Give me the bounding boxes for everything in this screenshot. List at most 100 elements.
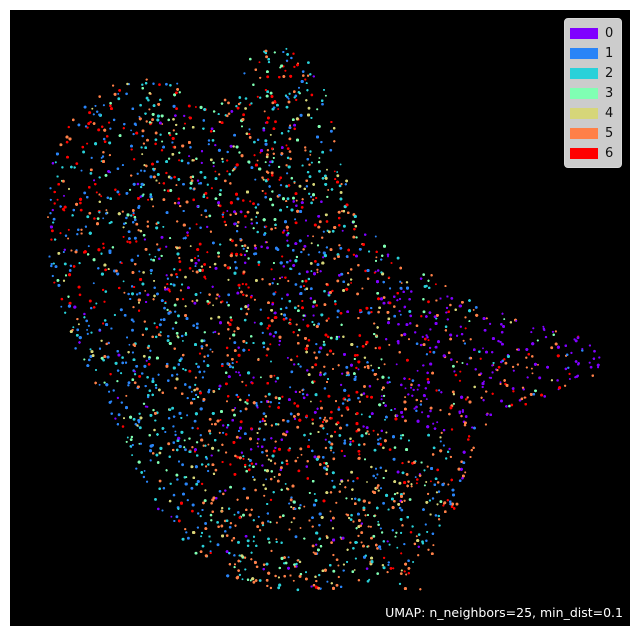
point-cluster-2	[63, 262, 67, 266]
point-cluster-1	[343, 441, 347, 445]
point-cluster-1	[49, 187, 52, 190]
point-cluster-1	[374, 477, 377, 479]
point-cluster-3	[233, 413, 236, 417]
point-cluster-0	[235, 371, 238, 373]
point-cluster-0	[421, 411, 424, 414]
point-cluster-5	[278, 515, 282, 519]
point-cluster-5	[337, 575, 340, 579]
point-cluster-3	[422, 310, 426, 314]
point-cluster-4	[126, 82, 129, 86]
point-cluster-2	[181, 339, 184, 342]
point-cluster-6	[53, 202, 56, 205]
point-cluster-4	[212, 304, 215, 307]
point-cluster-6	[446, 498, 450, 502]
point-cluster-0	[285, 233, 289, 237]
point-cluster-2	[342, 224, 346, 228]
point-cluster-5	[550, 346, 554, 350]
point-cluster-2	[154, 497, 157, 501]
point-cluster-6	[295, 98, 298, 102]
point-cluster-0	[253, 321, 256, 324]
point-cluster-0	[286, 293, 289, 297]
point-cluster-5	[222, 492, 225, 496]
point-cluster-6	[434, 283, 437, 286]
point-cluster-5	[254, 488, 257, 492]
point-cluster-6	[222, 211, 225, 214]
point-cluster-0	[289, 259, 292, 262]
point-cluster-1	[424, 523, 427, 526]
point-cluster-2	[147, 344, 151, 348]
point-cluster-5	[369, 525, 372, 528]
point-cluster-5	[300, 453, 303, 456]
point-cluster-1	[317, 350, 321, 354]
point-cluster-5	[191, 446, 194, 449]
point-cluster-6	[285, 462, 289, 466]
point-cluster-0	[212, 165, 215, 168]
point-cluster-5	[205, 343, 208, 347]
point-cluster-0	[395, 363, 398, 366]
point-cluster-1	[184, 448, 187, 452]
point-cluster-1	[261, 331, 264, 335]
point-cluster-1	[133, 122, 137, 126]
point-cluster-1	[432, 350, 436, 354]
point-cluster-1	[143, 169, 146, 173]
point-cluster-2	[138, 412, 141, 415]
point-cluster-6	[269, 498, 273, 502]
point-cluster-5	[400, 282, 403, 284]
point-cluster-0	[426, 414, 430, 418]
point-cluster-2	[241, 578, 244, 581]
point-cluster-2	[203, 176, 207, 179]
point-cluster-2	[183, 476, 187, 479]
point-cluster-2	[150, 272, 153, 275]
point-cluster-4	[377, 489, 380, 492]
point-cluster-3	[142, 402, 146, 406]
point-cluster-0	[243, 261, 247, 265]
point-cluster-6	[314, 260, 317, 263]
point-cluster-3	[183, 439, 186, 442]
point-cluster-3	[109, 101, 112, 105]
point-cluster-2	[350, 513, 353, 517]
point-cluster-1	[203, 370, 206, 373]
point-cluster-4	[326, 168, 328, 171]
point-cluster-1	[266, 520, 270, 523]
point-cluster-1	[202, 339, 206, 342]
point-cluster-5	[274, 227, 277, 230]
point-cluster-6	[319, 400, 322, 403]
point-cluster-6	[184, 122, 186, 125]
point-cluster-6	[245, 384, 248, 387]
point-cluster-2	[117, 97, 121, 101]
point-cluster-0	[448, 447, 451, 451]
point-cluster-3	[259, 376, 262, 379]
point-cluster-2	[148, 389, 152, 393]
point-cluster-4	[366, 481, 368, 483]
point-cluster-5	[133, 381, 137, 385]
point-cluster-2	[194, 383, 197, 386]
point-cluster-1	[301, 392, 305, 396]
point-cluster-2	[339, 163, 342, 166]
point-cluster-3	[271, 203, 275, 207]
point-cluster-6	[314, 363, 318, 367]
point-cluster-1	[299, 365, 302, 368]
point-cluster-1	[329, 148, 333, 152]
point-cluster-5	[363, 443, 366, 446]
point-cluster-0	[145, 359, 148, 362]
point-cluster-1	[431, 497, 435, 500]
point-cluster-2	[132, 417, 136, 421]
point-cluster-2	[345, 374, 348, 377]
point-cluster-3	[401, 433, 405, 437]
point-cluster-4	[473, 385, 477, 389]
point-cluster-2	[200, 535, 203, 538]
point-cluster-5	[279, 466, 283, 470]
point-cluster-5	[472, 308, 475, 311]
point-cluster-2	[145, 96, 149, 100]
point-cluster-6	[285, 144, 288, 147]
point-cluster-2	[166, 339, 170, 343]
point-cluster-1	[263, 438, 266, 441]
point-cluster-0	[303, 244, 307, 248]
point-cluster-1	[174, 430, 177, 433]
point-cluster-3	[210, 519, 213, 522]
point-cluster-5	[285, 164, 288, 167]
point-cluster-5	[298, 390, 301, 394]
point-cluster-5	[324, 416, 327, 419]
point-cluster-3	[183, 446, 186, 449]
point-cluster-4	[195, 299, 199, 302]
